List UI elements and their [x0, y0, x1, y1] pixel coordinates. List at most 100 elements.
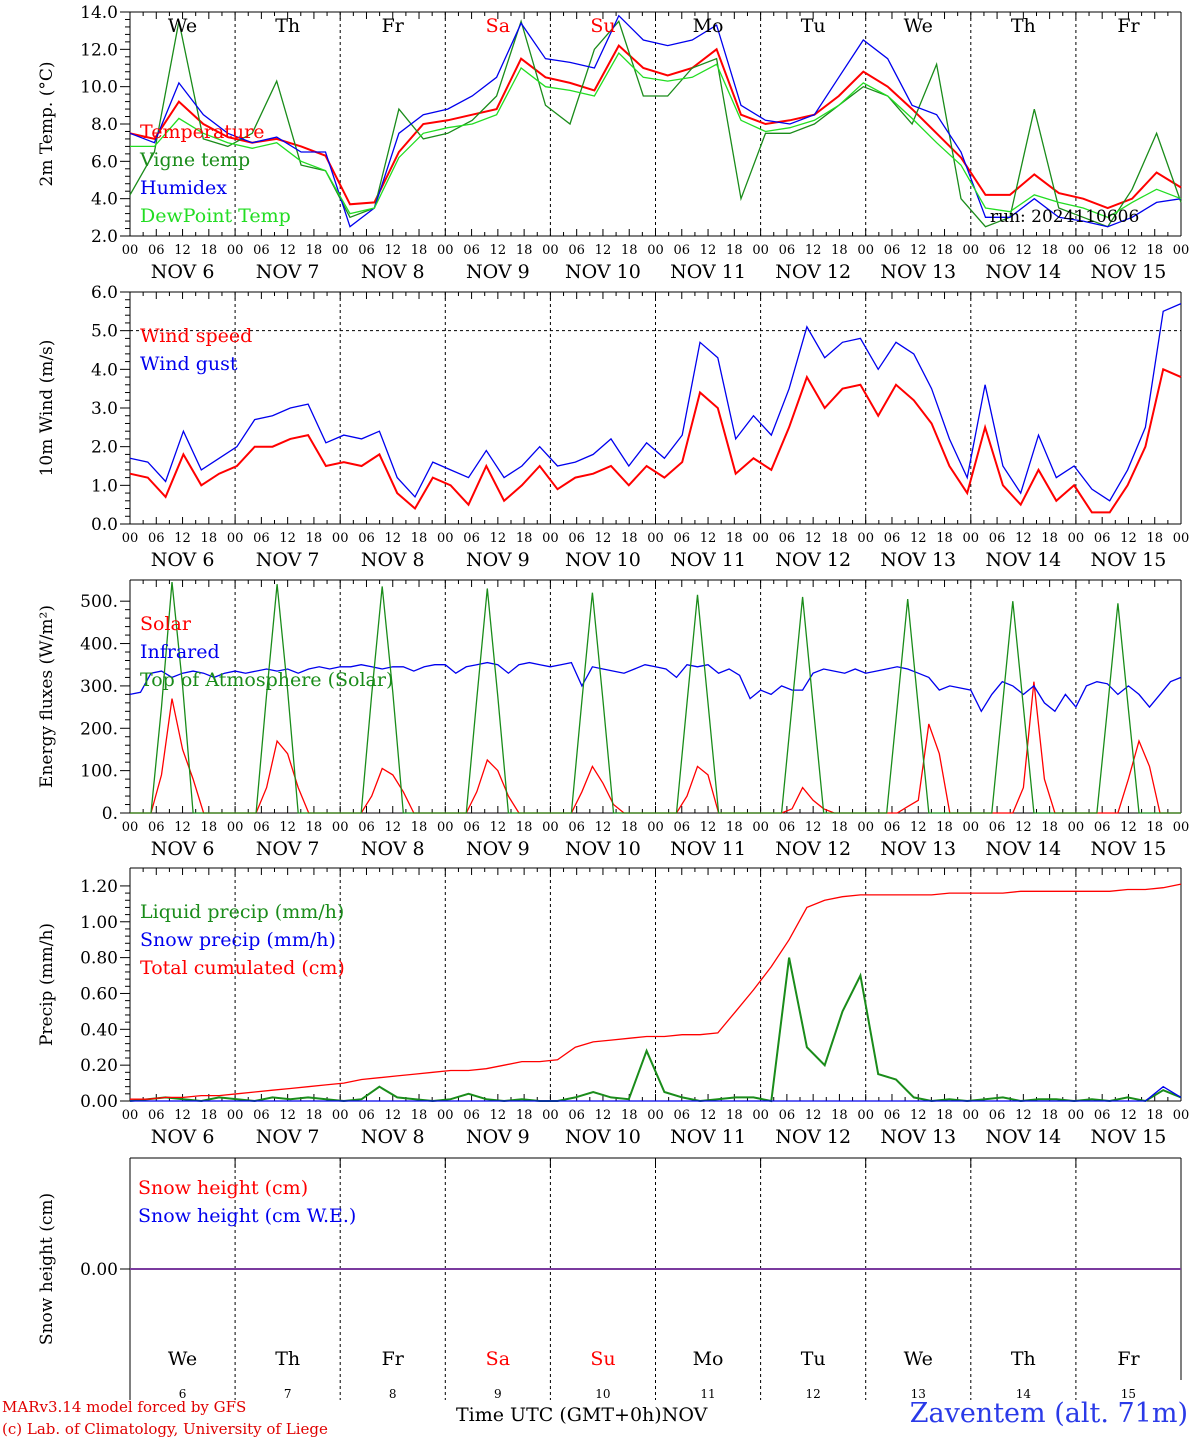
hour-label: 12 — [1120, 531, 1137, 546]
hour-label: 18 — [411, 1108, 428, 1123]
date-label: NOV 10 — [565, 1126, 641, 1148]
date-label: NOV 9 — [466, 549, 530, 571]
hour-label: 00 — [122, 531, 139, 546]
y-tick-label: 2.0 — [91, 438, 118, 458]
hour-label: 18 — [936, 531, 953, 546]
hour-label: 18 — [936, 243, 953, 258]
date-label: NOV 14 — [985, 838, 1061, 860]
hour-label: 00 — [122, 1108, 139, 1123]
hour-label: 12 — [700, 820, 717, 835]
hour-label: 00 — [1173, 531, 1190, 546]
hour-label: 06 — [253, 531, 270, 546]
hour-label: 18 — [411, 531, 428, 546]
date-label: NOV 13 — [880, 1126, 956, 1148]
hour-label: 12 — [174, 243, 191, 258]
date-label: NOV 13 — [880, 261, 956, 283]
weekday-label: We — [168, 15, 197, 37]
weekday-label: Su — [590, 1348, 615, 1370]
hour-label: 12 — [490, 243, 507, 258]
panel-snow: 0.00 Snow height (cm) Snow height (cm) Snow… — [37, 1157, 1182, 1401]
weekday-label: Fr — [382, 15, 405, 37]
y-tick-label: 0. — [102, 804, 118, 824]
weekday-label: We — [168, 1348, 197, 1370]
hour-label: 12 — [595, 531, 612, 546]
weekday-label: Su — [590, 15, 615, 37]
series-line — [129, 303, 1182, 502]
hour-label: 00 — [1068, 531, 1085, 546]
hour-label: 18 — [621, 820, 638, 835]
hour-label: 00 — [963, 1108, 980, 1123]
model-credit-line: MARv3.14 model forced by GFS — [2, 1398, 247, 1416]
hour-label: 18 — [726, 820, 743, 835]
hour-label: 18 — [1146, 531, 1163, 546]
hour-label: 00 — [227, 531, 244, 546]
hour-label: 06 — [779, 531, 796, 546]
hour-label: 00 — [542, 820, 559, 835]
hour-label: 06 — [884, 531, 901, 546]
y-tick-label: 0.00 — [80, 1260, 118, 1280]
hour-label: 00 — [857, 243, 874, 258]
hour-label: 18 — [1041, 531, 1058, 546]
hour-label: 06 — [358, 243, 375, 258]
hour-label: 12 — [595, 1108, 612, 1123]
series-line — [130, 582, 1181, 814]
hour-label: 00 — [1173, 1108, 1190, 1123]
hour-label: 06 — [568, 243, 585, 258]
y-axis-title: 10m Wind (m/s) — [37, 340, 57, 477]
hour-label: 12 — [700, 531, 717, 546]
date-label: NOV 7 — [256, 1126, 320, 1148]
date-label: NOV 12 — [775, 838, 851, 860]
hour-label: 18 — [726, 243, 743, 258]
date-label: NOV 12 — [775, 261, 851, 283]
hour-label: 00 — [542, 243, 559, 258]
hour-label: 00 — [752, 531, 769, 546]
hour-label: 18 — [516, 531, 533, 546]
hour-label: 18 — [621, 531, 638, 546]
hour-label: 18 — [306, 243, 323, 258]
y-tick-label: 14.0 — [80, 3, 118, 23]
hour-label: 12 — [910, 820, 927, 835]
hour-label: 12 — [1015, 531, 1032, 546]
hour-label: 00 — [332, 820, 349, 835]
hour-label: 00 — [122, 820, 139, 835]
y-tick-label: 0.80 — [80, 949, 118, 969]
legend-entry: Snow height (cm W.E.) — [138, 1205, 356, 1227]
hour-label: 06 — [1094, 1108, 1111, 1123]
weekday-label: Fr — [1117, 15, 1140, 37]
legend-entry: Top of Atmosphere (Solar) — [140, 669, 393, 691]
hour-label: 06 — [463, 243, 480, 258]
hour-label: 00 — [437, 820, 454, 835]
hour-label: 00 — [542, 531, 559, 546]
y-tick-label: 100. — [80, 762, 118, 782]
hour-label: 06 — [148, 531, 165, 546]
hour-label: 06 — [463, 820, 480, 835]
hour-label: 06 — [884, 243, 901, 258]
hour-label: 12 — [1120, 1108, 1137, 1123]
y-tick-label: 400. — [80, 635, 118, 655]
hour-label: 06 — [674, 243, 691, 258]
weekday-label: Fr — [1117, 1348, 1140, 1370]
legend-entry: Vigne temp — [139, 149, 250, 171]
series-line — [129, 14, 1182, 228]
hour-label: 12 — [384, 243, 401, 258]
legend-entry: Total cumulated (cm) — [140, 957, 345, 979]
hour-label: 12 — [279, 820, 296, 835]
hour-label: 06 — [674, 1108, 691, 1123]
hour-label: 18 — [306, 1108, 323, 1123]
hour-label: 12 — [1120, 820, 1137, 835]
hour-label: 00 — [437, 243, 454, 258]
date-label: NOV 6 — [151, 261, 215, 283]
panel-temperature: 14.0 12.0 10.0 8.0 6.0 4.0 2.0 2m Temp. (°C) Tem… — [37, 3, 1189, 283]
hour-label: 18 — [516, 243, 533, 258]
time-axis-title: Time UTC (GMT+0h) — [456, 1404, 662, 1426]
y-axis-title: Snow height (cm) — [37, 1193, 57, 1345]
hour-label: 00 — [857, 1108, 874, 1123]
hour-label: 06 — [1094, 820, 1111, 835]
legend-entry: Wind speed — [140, 325, 252, 347]
date-label: NOV 9 — [466, 261, 530, 283]
hour-label: 06 — [989, 1108, 1006, 1123]
y-tick-label: 300. — [80, 677, 118, 697]
weekday-label: Mo — [693, 15, 724, 37]
hour-label: 06 — [358, 531, 375, 546]
hour-label: 18 — [516, 820, 533, 835]
